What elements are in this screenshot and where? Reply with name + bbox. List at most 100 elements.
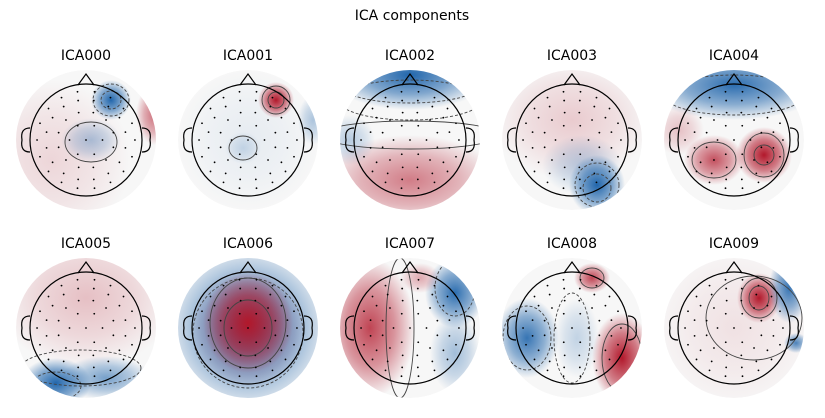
sensor-dot	[254, 287, 257, 290]
sensor-dot	[741, 153, 744, 156]
sensor-dot	[271, 181, 274, 184]
sensor-dot	[122, 107, 125, 110]
sensor-dot	[118, 116, 121, 119]
sensor-dot	[604, 161, 607, 164]
sensor-dot	[740, 354, 743, 357]
sensor-dot	[741, 375, 744, 378]
sensor-dot	[105, 119, 107, 121]
sensor-dot	[255, 375, 258, 378]
sensor-dot	[207, 334, 210, 337]
sensor-dot	[93, 341, 96, 344]
sensor-dot	[76, 90, 79, 93]
sensor-dot	[363, 155, 365, 158]
component-label: ICA001	[223, 48, 273, 64]
sensor-dot	[766, 161, 769, 164]
sensor-dot	[131, 155, 133, 158]
sensor-dot	[429, 159, 431, 161]
sensor-dot	[227, 159, 229, 161]
sensor-dot	[593, 360, 596, 363]
sensor-dot	[386, 360, 389, 363]
sensor-dot	[741, 124, 744, 127]
sensor-dot	[269, 293, 272, 296]
sensor-dot	[617, 122, 619, 125]
sensor-dot	[93, 312, 96, 315]
scalp-map	[340, 258, 480, 398]
sensor-dot	[608, 295, 611, 298]
nose-marker	[401, 260, 419, 274]
left-ear-marker	[669, 127, 679, 153]
sensor-dot	[213, 349, 216, 352]
sensor-dot	[741, 90, 744, 93]
topomap-ica003: ICA003	[502, 48, 642, 210]
sensor-dot	[578, 287, 581, 290]
sensor-dot	[687, 343, 689, 346]
sensor-dot	[392, 327, 395, 329]
sensor-dot	[219, 131, 222, 134]
sensor-dot	[753, 307, 755, 309]
sensor-dot	[579, 375, 582, 378]
sensor-dot	[525, 310, 527, 313]
sensor-dot	[724, 90, 727, 93]
sensor-dot	[274, 319, 277, 322]
sensor-dot	[219, 146, 222, 149]
sensor-dot	[400, 375, 403, 378]
sensor-dot	[551, 347, 553, 349]
sensor-dot	[537, 161, 540, 164]
sensor-dot	[724, 312, 727, 315]
sensor-dot	[222, 284, 225, 287]
sensor-dot	[284, 295, 287, 298]
sensor-dot	[92, 299, 95, 302]
sensor-dot	[446, 358, 449, 361]
sensor-dot	[687, 122, 689, 125]
sensor-dot	[105, 159, 107, 161]
head-outline	[29, 271, 143, 385]
sensor-dot	[713, 307, 715, 309]
sensor-dot	[209, 295, 212, 298]
topomap-ica004: ICA004	[664, 48, 804, 210]
sensor-dot	[238, 312, 241, 315]
sensor-dot	[255, 187, 258, 190]
topomap-ica006: ICA006	[178, 236, 318, 398]
right-ear-marker	[465, 315, 475, 341]
topomap-ica009: ICA009	[664, 236, 804, 398]
sensor-dot	[725, 287, 728, 290]
sensor-dot	[741, 341, 744, 344]
sensor-dot	[724, 341, 727, 344]
sensor-dot	[525, 155, 527, 158]
sensor-dot	[369, 131, 372, 134]
sensor-dot	[448, 334, 451, 337]
sensor-dot	[101, 327, 104, 329]
sensor-dot	[400, 90, 403, 93]
sensor-dot	[401, 166, 404, 169]
sensor-dot	[131, 122, 133, 125]
sensor-dot	[591, 307, 593, 309]
sensor-dot	[131, 310, 133, 313]
sensor-dot	[563, 354, 566, 357]
sensor-dot	[753, 159, 755, 161]
sensor-dot	[224, 105, 227, 108]
sensor-dot	[725, 111, 728, 114]
sensor-dot	[766, 304, 769, 307]
sensor-dot	[604, 349, 607, 352]
sensor-dot	[65, 347, 67, 349]
sensor-dot	[543, 131, 546, 134]
sensor-dot	[36, 139, 38, 141]
sensor-dot	[360, 327, 362, 329]
sensor-dot	[238, 341, 241, 344]
sensor-dot	[740, 287, 743, 290]
sensor-dot	[65, 159, 67, 161]
sensor-dot	[431, 293, 434, 296]
sensor-dot	[442, 161, 445, 164]
sensor-dot	[386, 172, 389, 175]
sensor-dot	[604, 116, 607, 119]
sensor-dot	[710, 172, 713, 175]
scalp-map	[178, 70, 318, 210]
sensor-dot	[47, 170, 50, 173]
sensor-dot	[548, 293, 551, 296]
topomap-ica008: ICA008	[502, 236, 642, 398]
sensor-dot	[617, 343, 619, 346]
sensor-dot	[101, 139, 104, 141]
sensor-dot	[608, 107, 611, 110]
sensor-dot	[76, 278, 79, 281]
sensor-dot	[716, 327, 719, 329]
